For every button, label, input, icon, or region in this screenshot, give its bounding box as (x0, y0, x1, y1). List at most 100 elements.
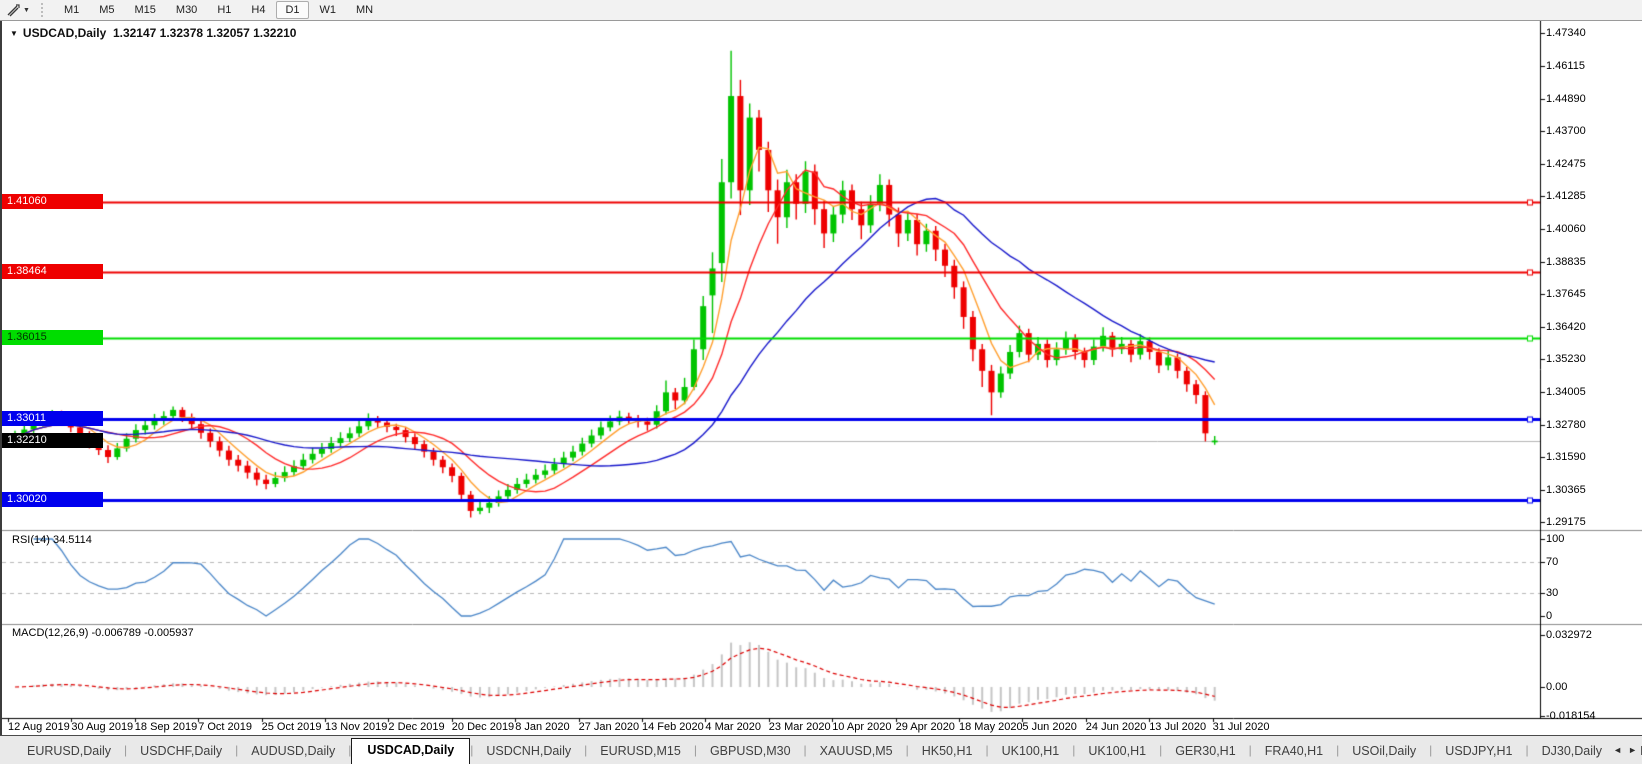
hline-price-tag[interactable]: 1.30020 (2, 491, 103, 507)
tab-divider: | (1429, 742, 1433, 757)
price-axis-label: 1.46115 (1546, 60, 1585, 72)
tab-divider: | (235, 742, 239, 757)
date-axis-label: 30 Aug 2019 (71, 721, 134, 733)
chart-tab-dj30-daily[interactable]: DJ30,Daily (1541, 744, 1603, 758)
price-axis-label: 1.43700 (1546, 125, 1586, 138)
chart-ohlc-readout: 1.32147 1.32378 1.32057 1.32210 (112, 26, 297, 40)
timeframe-button-h4[interactable]: H4 (251, 4, 266, 16)
price-axis-label: 1.29175 (1546, 516, 1586, 529)
chart-tab-bar: EURUSD,Daily | USDCHF,Daily | AUDUSD,Daily | U… (0, 735, 1642, 764)
price-axis-label: 1.31590 (1546, 451, 1586, 464)
timeframe-button-mn[interactable]: MN (356, 4, 374, 16)
chart-tab-usdchf-daily[interactable]: USDCHF,Daily (140, 744, 223, 758)
rsi-indicator-title: RSI(14) 34.5114 (12, 534, 92, 546)
tab-divider: | (1336, 742, 1340, 757)
macd-value: -0.006789 -0.005937 (91, 627, 194, 639)
rsi-label: RSI(14) (12, 534, 50, 546)
price-axis-label: 1.36420 (1546, 321, 1586, 334)
chart-tab-eurusd-m15[interactable]: EURUSD,M15 (600, 744, 681, 758)
timeframe-toolbar: ▼ M1 M5 M15 M30 H1 H4 D1 W1 MN (0, 0, 1642, 21)
price-axis-label: 1.44890 (1546, 93, 1586, 105)
tab-divider: | (1072, 742, 1076, 757)
hline-price-tag[interactable]: 1.36015 (2, 330, 103, 346)
tab-divider: | (985, 742, 989, 757)
date-axis-label: 12 Aug 2019 (8, 721, 70, 733)
tab-divider: | (693, 742, 697, 757)
current-price-tag: 1.32210 (2, 432, 103, 448)
chart-tab-usdjpy-h1[interactable]: USDJPY,H1 (1445, 744, 1513, 758)
date-axis-label: 13 Jul 2020 (1149, 721, 1207, 733)
chart-title: ▼ USDCAD,Daily 1.32147 1.32378 1.32057 1.… (10, 26, 296, 40)
chart-tab-uk100-h1[interactable]: UK100,H1 (1088, 744, 1147, 758)
date-axis-label: 5 Jun 2020 (1022, 721, 1077, 733)
hline-price-tag[interactable]: 1.38464 (2, 264, 103, 280)
price-axis-label: 1.35230 (1546, 353, 1586, 366)
date-axis-label: 18 May 2020 (959, 721, 1023, 733)
timeframe-button-w1[interactable]: W1 (319, 4, 337, 16)
date-axis-label: 31 Jul 2020 (1212, 721, 1270, 733)
timeframe-button-m5[interactable]: M5 (99, 4, 115, 16)
date-axis-label: 2 Dec 2019 (388, 721, 445, 733)
price-axis-label: 1.34005 (1546, 386, 1586, 399)
tab-divider: | (1525, 742, 1529, 757)
rsi-value: 34.5114 (52, 534, 92, 546)
tab-divider: | (905, 742, 909, 757)
chart-window: ▼ USDCAD,Daily 1.32147 1.32378 1.32057 1.… (0, 21, 1642, 735)
date-axis-label: 24 Jun 2020 (1085, 721, 1147, 733)
price-axis-label: 1.42475 (1546, 158, 1586, 171)
price-axis-label: 1.47340 (1546, 27, 1586, 39)
chart-symbol-period: USDCAD,Daily (22, 26, 107, 40)
chart-tab-xauusd-m5[interactable]: XAUUSD,M5 (819, 744, 893, 758)
price-axis-label: 1.37645 (1546, 288, 1586, 301)
chart-tab-uk100-h1[interactable]: UK100,H1 (1001, 744, 1060, 758)
rsi-axis-label: 100 (1546, 533, 1565, 545)
tab-divider: | (124, 742, 128, 757)
toolbar-separator (40, 3, 48, 17)
chart-tab-usoil-daily[interactable]: USOil,Daily (1352, 744, 1417, 758)
chart-tab-gbpusd-m30[interactable]: GBPUSD,M30 (709, 744, 791, 758)
timeframe-buttons: M1 M5 M15 M30 H1 H4 D1 W1 MN (54, 1, 383, 19)
chart-tab-ger30-h1[interactable]: GER30,H1 (1175, 744, 1236, 758)
date-axis-label: 20 Dec 2019 (451, 721, 515, 733)
timeframe-button-m15[interactable]: M15 (134, 4, 156, 16)
price-axis-label: 1.30365 (1546, 484, 1586, 497)
date-axis-label: 7 Oct 2019 (198, 721, 253, 733)
price-axis-label: 1.32780 (1546, 419, 1586, 432)
macd-label: MACD(12,26,9) (12, 627, 89, 639)
tab-scroll-controls: ◄ ► (1610, 736, 1640, 764)
price-axis-label: 1.40060 (1546, 223, 1586, 236)
chart-tab-usdcnh-daily[interactable]: USDCNH,Daily (486, 744, 572, 758)
chart-canvas[interactable] (2, 21, 1642, 735)
date-axis-label: 13 Nov 2019 (325, 721, 388, 733)
hline-price-tag[interactable]: 1.41060 (2, 194, 103, 210)
date-axis-label: 8 Jan 2020 (515, 721, 570, 733)
tab-divider: | (470, 742, 474, 757)
crosshair-tool-icon[interactable] (4, 2, 22, 18)
date-axis-label: 25 Oct 2019 (261, 721, 322, 733)
timeframe-button-m1[interactable]: M1 (63, 4, 80, 16)
rsi-axis-label: 0 (1546, 610, 1553, 622)
chart-tab-fra40-h1[interactable]: FRA40,H1 (1264, 744, 1324, 758)
tab-divider: | (584, 742, 588, 757)
timeframe-button-h1[interactable]: H1 (217, 4, 232, 16)
macd-axis-label: -0.018154 (1546, 709, 1596, 722)
tab-scroll-left-button[interactable]: ◄ (1613, 745, 1623, 755)
tab-scroll-right-button[interactable]: ► (1628, 745, 1637, 755)
timeframe-button-m30[interactable]: M30 (175, 4, 198, 16)
macd-indicator-title: MACD(12,26,9) -0.006789 -0.005937 (12, 627, 194, 639)
macd-axis-label: 0.032972 (1546, 629, 1592, 642)
rsi-axis-label: 70 (1546, 556, 1559, 569)
chart-tab-eurusd-daily[interactable]: EURUSD,Daily (27, 744, 112, 758)
hline-price-tag[interactable]: 1.33011 (2, 411, 103, 427)
date-axis-label: 29 Apr 2020 (895, 721, 955, 733)
crosshair-tool-dropdown-caret[interactable]: ▼ (23, 6, 30, 14)
price-axis-label: 1.38835 (1546, 256, 1586, 269)
chart-tab-usdcad-daily[interactable]: USDCAD,Daily (351, 738, 471, 764)
chart-tab-audusd-daily[interactable]: AUDUSD,Daily (251, 744, 336, 758)
chart-tab-hk50-h1[interactable]: HK50,H1 (921, 744, 973, 758)
timeframe-button-d1[interactable]: D1 (276, 1, 309, 19)
chart-symbol-caret[interactable]: ▼ (10, 29, 18, 38)
price-axis-label: 1.41285 (1546, 190, 1586, 203)
tab-divider: | (1248, 742, 1252, 757)
